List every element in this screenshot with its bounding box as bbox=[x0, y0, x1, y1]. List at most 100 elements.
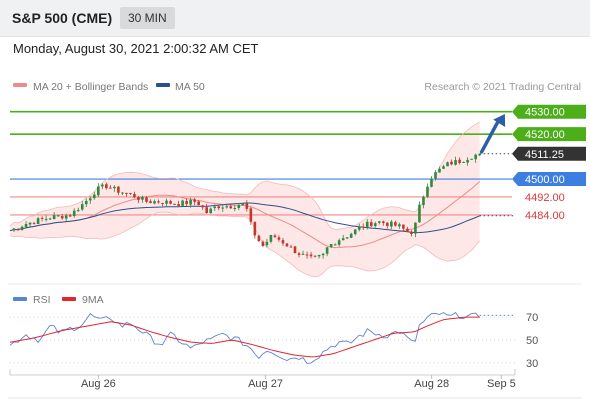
x-tick-label: Sep 5 bbox=[487, 378, 516, 390]
candle-body bbox=[185, 200, 188, 205]
candle-body bbox=[105, 184, 108, 189]
candle-body bbox=[474, 154, 477, 160]
candle-body bbox=[16, 229, 20, 231]
candle-body bbox=[261, 241, 265, 246]
legend-label-ma50: MA 50 bbox=[175, 81, 205, 93]
legend-label-bb: MA 20 + Bollinger Bands bbox=[33, 81, 148, 93]
chart-legend: MA 20 + Bollinger Bands MA 50 Research ©… bbox=[13, 81, 581, 93]
candle-body bbox=[317, 254, 321, 257]
candle-body bbox=[458, 159, 461, 163]
candle-body bbox=[426, 186, 429, 197]
rsi-ma-line bbox=[9, 316, 480, 358]
candle-body bbox=[305, 254, 309, 256]
candle-body bbox=[113, 186, 116, 189]
candle-body bbox=[92, 194, 96, 199]
candle-body bbox=[466, 159, 469, 163]
candle-body bbox=[325, 247, 329, 254]
rsi-legend: RSI 9MA bbox=[13, 294, 104, 306]
candle-body bbox=[478, 153, 481, 156]
candle-body bbox=[345, 237, 349, 239]
candle-body bbox=[201, 205, 204, 208]
candle-body bbox=[353, 229, 357, 235]
candle-body bbox=[221, 207, 225, 209]
candle-body bbox=[177, 203, 180, 206]
candle-body bbox=[233, 208, 237, 210]
candle-body bbox=[237, 204, 241, 208]
candle-body bbox=[173, 203, 176, 205]
level-label-4520.00: 4520.00 bbox=[525, 129, 565, 141]
candle-body bbox=[101, 184, 104, 187]
candle-body bbox=[181, 200, 184, 206]
candle-body bbox=[329, 244, 333, 248]
x-tick-label: Aug 27 bbox=[248, 378, 283, 390]
bollinger-lower-line bbox=[9, 211, 481, 278]
candle-body bbox=[341, 238, 345, 241]
bollinger-upper-line bbox=[9, 121, 480, 230]
candle-body bbox=[245, 203, 249, 209]
candle-body bbox=[165, 200, 168, 204]
candle-body bbox=[225, 206, 229, 208]
candle-body bbox=[470, 158, 473, 160]
timeframe-button[interactable]: 30 MIN bbox=[120, 7, 175, 29]
candle-body bbox=[60, 216, 64, 219]
level-label-4511.25: 4511.25 bbox=[525, 149, 564, 161]
candle-body bbox=[365, 221, 369, 228]
chart-datetime: Monday, August 30, 2021 2:00:32 AM CET bbox=[13, 41, 259, 56]
x-tick-label: Aug 28 bbox=[414, 378, 449, 390]
candle-body bbox=[438, 168, 441, 173]
candle-body bbox=[56, 215, 60, 217]
candle-body bbox=[249, 208, 253, 222]
candle-body bbox=[386, 222, 389, 226]
candle-body bbox=[28, 222, 32, 225]
candle-body bbox=[398, 224, 401, 227]
candle-body bbox=[454, 160, 457, 165]
candle-body bbox=[277, 237, 281, 240]
candle-body bbox=[109, 187, 112, 189]
candle-body bbox=[333, 244, 337, 246]
rsi-tick-50: 50 bbox=[526, 335, 538, 347]
candles bbox=[12, 153, 481, 259]
watermark: Research © 2021 Trading Central bbox=[424, 81, 581, 93]
candle-body bbox=[430, 178, 433, 187]
candle-body bbox=[442, 166, 445, 169]
candle-body bbox=[209, 208, 213, 214]
candle-body bbox=[273, 235, 277, 237]
candle-body bbox=[434, 172, 437, 179]
candle-body bbox=[297, 253, 301, 255]
candle-body bbox=[313, 255, 317, 257]
candle-body bbox=[285, 243, 289, 247]
level-tag-4520.00 bbox=[512, 127, 586, 142]
legend-label-9ma: 9MA bbox=[82, 294, 104, 306]
level-tag-4511.25 bbox=[512, 146, 586, 161]
candle-body bbox=[64, 215, 68, 219]
level-tag-4530.00 bbox=[512, 104, 586, 119]
candle-body bbox=[24, 223, 28, 228]
candle-body bbox=[402, 224, 405, 229]
rsi-panel: 70 50 30 bbox=[9, 311, 538, 370]
moving-averages bbox=[9, 121, 514, 278]
legend-label-rsi: RSI bbox=[33, 294, 51, 306]
level-label-4492.00: 4492.00 bbox=[525, 192, 565, 204]
level-label-4484.00: 4484.00 bbox=[525, 210, 565, 222]
candle-body bbox=[40, 217, 44, 219]
level-label-4500.00: 4500.00 bbox=[525, 174, 565, 186]
forecast-arrow bbox=[479, 113, 506, 154]
candle-body bbox=[149, 201, 152, 204]
candle-body bbox=[394, 222, 397, 226]
candle-body bbox=[414, 222, 417, 234]
candle-body bbox=[369, 222, 373, 227]
candle-body bbox=[253, 221, 257, 236]
candle-body bbox=[48, 218, 52, 220]
candle-body bbox=[349, 233, 353, 238]
candle-body bbox=[117, 186, 120, 193]
candle-body bbox=[382, 221, 385, 224]
level-label-4530.00: 4530.00 bbox=[525, 107, 565, 119]
level-tag-4500.00 bbox=[512, 172, 586, 187]
candle-body bbox=[446, 162, 449, 167]
candle-body bbox=[20, 226, 24, 230]
candle-body bbox=[197, 201, 200, 206]
candle-body bbox=[161, 203, 164, 205]
candle-body bbox=[84, 200, 88, 205]
bollinger-band bbox=[10, 122, 480, 277]
